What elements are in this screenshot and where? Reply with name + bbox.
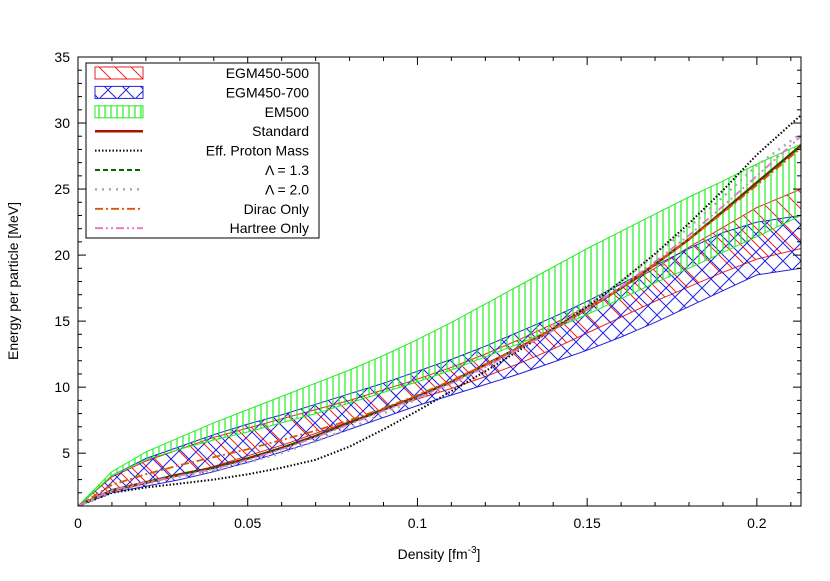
y-tick-label: 15 [54,313,70,329]
x-tick-label: 0 [74,515,82,531]
y-tick-label: 30 [54,115,70,131]
series-line-1 [78,114,801,506]
legend-swatch-band [94,85,144,99]
y-tick-label: 10 [54,379,70,395]
x-tick-label: 0.1 [408,515,428,531]
legend-label: Eff. Proton Mass [206,143,309,159]
legend-swatch-band [94,66,144,80]
x-axis-title-end: ] [477,546,481,562]
x-tick-label: 0.05 [234,515,261,531]
x-axis: 0 0.05 0.1 0.15 0.2 [74,57,792,531]
legend-label: Standard [252,123,309,139]
y-axis: 5 10 15 20 25 30 35 [54,49,801,494]
x-axis-title-superscript: -3 [468,545,477,556]
legend-label: Λ = 2.0 [265,181,309,197]
y-axis-title: Energy per particle [MeV] [5,202,21,360]
x-axis-title-main: Density [fm [398,546,468,562]
legend-swatch-band [94,105,144,119]
x-tick-label: 0.15 [574,515,601,531]
x-axis-title: Density [fm-3] [398,545,481,562]
y-tick-label: 35 [54,49,70,65]
y-tick-label: 5 [62,445,70,461]
series-line-4 [78,147,801,506]
y-tick-label: 20 [54,247,70,263]
legend-label: Hartree Only [230,220,309,236]
band-2 [78,143,801,506]
x-tick-label: 0.2 [747,515,767,531]
legend-label: Λ = 1.3 [265,162,309,178]
series-line-5 [78,135,801,506]
series-layer [78,114,801,506]
y-tick-label: 25 [54,181,70,197]
legend-label: Dirac Only [244,201,309,217]
legend-label: EM500 [265,104,310,120]
legend-label: EGM450-700 [226,84,309,100]
legend: EGM450-500 EGM450-700 EM500 Standard Eff. Pr… [85,62,320,239]
legend-label: EGM450-500 [226,65,309,81]
